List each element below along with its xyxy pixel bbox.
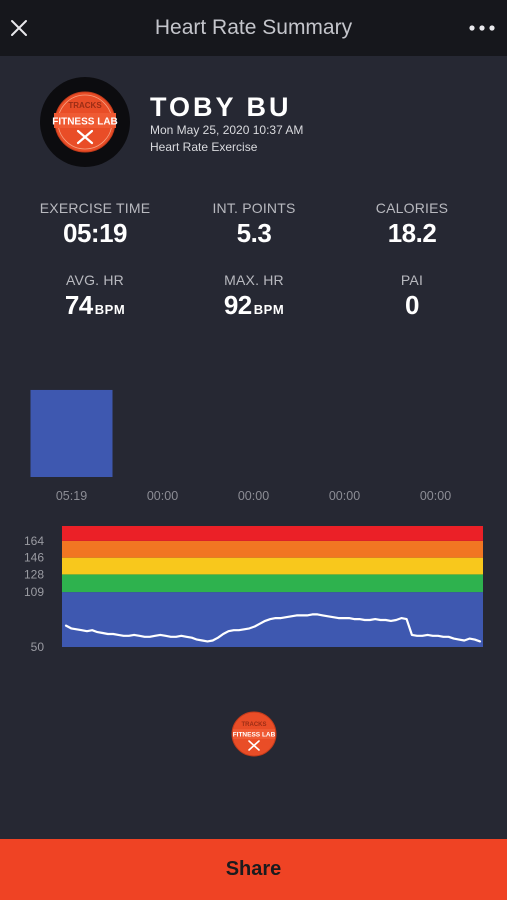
bar-0 (30, 389, 113, 477)
hr-zone-band (62, 526, 483, 541)
stat-number: 05:19 (63, 218, 128, 248)
fitness-lab-logo-icon: TRACKS FITNESS LAB (52, 91, 118, 153)
hr-tick-label: 109 (24, 585, 44, 599)
stat-label: INT. POINTS (212, 200, 296, 216)
bar-tick-label: 00:00 (147, 489, 178, 503)
stat-value: 18.2 (327, 218, 497, 249)
stat-pai: PAI 0 (327, 272, 497, 321)
stat-number: 5.3 (236, 218, 272, 248)
stat-number: 18.2 (387, 218, 437, 248)
page-title: Heart Rate Summary (154, 16, 353, 39)
stat-label: PAI (400, 272, 424, 288)
stat-label: EXERCISE TIME (39, 200, 151, 216)
profile-exercise-type: Heart Rate Exercise (150, 140, 258, 154)
stat-avg-hr: AVG. HR 74 BPM (10, 272, 180, 321)
hr-line (64, 613, 482, 643)
hr-tick-label: 50 (31, 640, 45, 654)
stat-unit: BPM (253, 302, 285, 317)
bar-tick-label: 00:00 (329, 489, 360, 503)
close-button[interactable] (8, 14, 30, 42)
stat-value: 92 BPM (169, 290, 339, 321)
stat-number: 92 (223, 290, 252, 320)
heart-rate-zone-chart: 50 109 128 146 164 (24, 526, 483, 654)
stat-value: 74 BPM (10, 290, 180, 321)
stat-number: 74 (64, 290, 93, 320)
stat-label: AVG. HR (66, 272, 124, 288)
close-icon (11, 20, 27, 36)
more-icon (469, 25, 495, 31)
intensity-bar-chart: 05:19 00:00 00:00 00:00 00:00 (30, 389, 451, 503)
logo-text-top: TRACKS (242, 722, 267, 728)
top-bar: Heart Rate Summary (0, 0, 507, 56)
brand-logo: TRACKS FITNESS LAB (40, 77, 130, 167)
logo-text-main: FITNESS LAB (52, 117, 118, 128)
hr-zone-band (62, 540, 483, 558)
fitness-lab-logo-small-icon: TRACKS FITNESS LAB (231, 711, 277, 757)
hr-zone-band (62, 574, 483, 593)
bar-tick-label: 00:00 (238, 489, 269, 503)
logo-text-main: FITNESS LAB (233, 732, 276, 739)
stat-value: 0 (327, 290, 497, 321)
profile-name: TOBY BU (150, 92, 292, 122)
stat-value: 5.3 (169, 218, 339, 249)
stat-max-hr: MAX. HR 92 BPM (169, 272, 339, 321)
stat-label: MAX. HR (224, 272, 284, 288)
hr-tick-label: 128 (24, 567, 44, 581)
hr-tick-label: 146 (24, 551, 44, 565)
more-options-button[interactable] (465, 16, 499, 40)
stat-unit: BPM (94, 302, 126, 317)
stat-number: 0 (405, 290, 419, 320)
stat-calories: CALORIES 18.2 (327, 200, 497, 249)
stat-exercise-time: EXERCISE TIME 05:19 (10, 200, 180, 249)
stat-label: CALORIES (375, 200, 449, 216)
stat-int-points: INT. POINTS 5.3 (169, 200, 339, 249)
hr-zone-band (62, 557, 483, 575)
hr-tick-label: 164 (24, 534, 44, 548)
stat-value: 05:19 (10, 218, 180, 249)
logo-text-top: TRACKS (68, 101, 102, 110)
bar-tick-label: 05:19 (56, 489, 87, 503)
brand-logo-small: TRACKS FITNESS LAB (231, 711, 277, 757)
bar-tick-label: 00:00 (420, 489, 451, 503)
share-button[interactable]: Share (0, 839, 507, 900)
profile-date: Mon May 25, 2020 10:37 AM (150, 123, 304, 137)
